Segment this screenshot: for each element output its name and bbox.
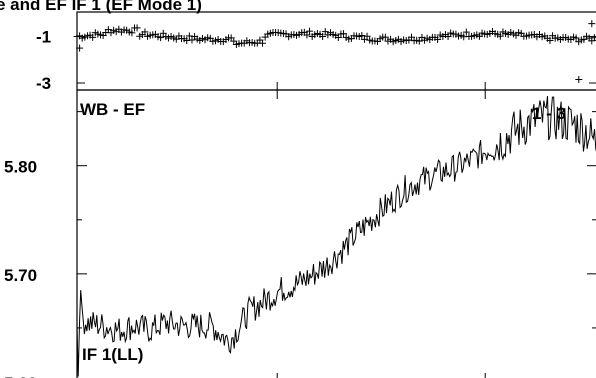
- annotation-channel: IF 1(LL): [82, 345, 143, 364]
- bottom-panel: 5.60 5.70 5.80 WB - EF 1 - 3 IF 1(LL): [4, 89, 596, 378]
- annotation-range: 1 - 3: [532, 104, 566, 123]
- top-ytick-label: -1: [36, 27, 51, 46]
- data-point: [358, 32, 366, 40]
- data-point: [340, 30, 348, 38]
- bottom-ytick-label: 5.70: [4, 266, 37, 285]
- bottom-panel-frame: [76, 89, 596, 378]
- bottom-ytick-label: 5.80: [4, 158, 37, 177]
- data-point: [306, 27, 314, 35]
- bottom-ytick-label: 5.60: [4, 374, 37, 378]
- data-point: [546, 37, 554, 45]
- data-point: [462, 28, 470, 36]
- bottom-panel-ticks: 5.60 5.70 5.80: [4, 90, 596, 378]
- data-point: [319, 33, 327, 41]
- data-point: [133, 24, 141, 32]
- data-point: [572, 34, 580, 42]
- top-ytick-label: -3: [36, 74, 51, 93]
- data-point: [89, 33, 97, 41]
- data-point: [415, 37, 423, 45]
- data-point: [128, 29, 136, 37]
- data-point: [381, 33, 389, 41]
- top-panel: -1 -3: [36, 11, 596, 93]
- data-point: [593, 39, 596, 41]
- data-point: [575, 76, 583, 84]
- data-point: [259, 39, 267, 47]
- data-point: [496, 32, 504, 40]
- data-point: [434, 35, 442, 43]
- data-point: [183, 37, 191, 45]
- annotation-baseline: WB - EF: [80, 100, 145, 119]
- chart-title: e and EF IF 1 (EF Mode 1): [0, 0, 202, 14]
- data-point: [141, 28, 149, 36]
- data-point: [407, 33, 415, 41]
- data-point: [185, 32, 193, 40]
- data-point: [444, 33, 452, 41]
- series-line: [76, 95, 596, 377]
- data-point: [303, 31, 311, 39]
- data-point: [76, 44, 84, 52]
- top-panel-ticks: -1 -3: [36, 27, 596, 93]
- top-panel-points: [73, 20, 596, 84]
- data-point: [157, 34, 165, 42]
- data-point: [363, 32, 371, 40]
- data-point: [588, 20, 596, 28]
- top-panel-frame: [76, 11, 596, 91]
